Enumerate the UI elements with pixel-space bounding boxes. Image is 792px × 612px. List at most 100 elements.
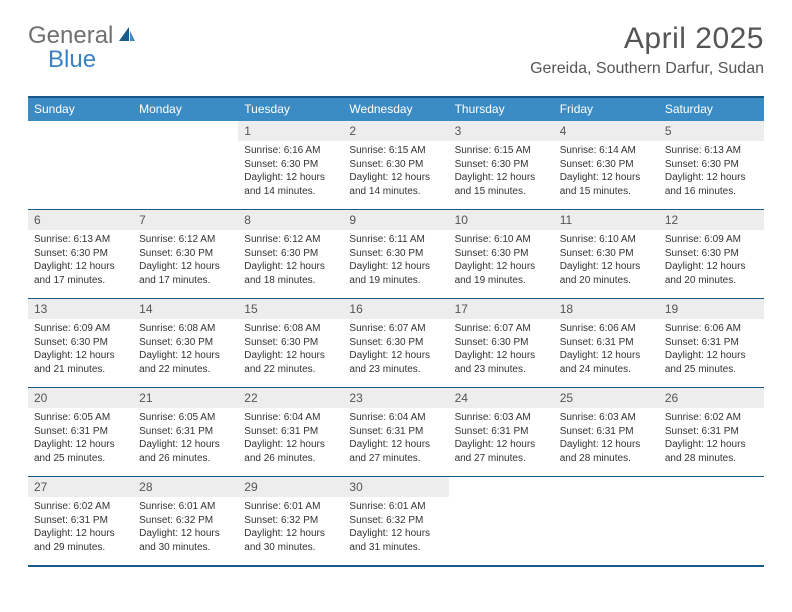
- week-row: ..1Sunrise: 6:16 AMSunset: 6:30 PMDaylig…: [28, 121, 764, 209]
- daylight-text: Daylight: 12 hours and 28 minutes.: [665, 438, 758, 465]
- day-number: 7: [133, 210, 238, 230]
- day-number: 29: [238, 477, 343, 497]
- day-number: 1: [238, 121, 343, 141]
- day-details: Sunrise: 6:02 AMSunset: 6:31 PMDaylight:…: [659, 408, 764, 469]
- day-cell: 7Sunrise: 6:12 AMSunset: 6:30 PMDaylight…: [133, 210, 238, 298]
- day-number: 28: [133, 477, 238, 497]
- sunset-text: Sunset: 6:30 PM: [455, 158, 548, 172]
- sunset-text: Sunset: 6:32 PM: [244, 514, 337, 528]
- location-subtitle: Gereida, Southern Darfur, Sudan: [530, 60, 764, 78]
- day-cell: 8Sunrise: 6:12 AMSunset: 6:30 PMDaylight…: [238, 210, 343, 298]
- sunrise-text: Sunrise: 6:09 AM: [665, 233, 758, 247]
- day-details: Sunrise: 6:03 AMSunset: 6:31 PMDaylight:…: [554, 408, 659, 469]
- sunrise-text: Sunrise: 6:13 AM: [34, 233, 127, 247]
- daylight-text: Daylight: 12 hours and 15 minutes.: [455, 171, 548, 198]
- day-cell: 19Sunrise: 6:06 AMSunset: 6:31 PMDayligh…: [659, 299, 764, 387]
- sunset-text: Sunset: 6:30 PM: [244, 247, 337, 261]
- day-number: 17: [449, 299, 554, 319]
- daylight-text: Daylight: 12 hours and 19 minutes.: [349, 260, 442, 287]
- sunrise-text: Sunrise: 6:02 AM: [665, 411, 758, 425]
- brand-logo: General Blue: [28, 22, 139, 50]
- sunrise-text: Sunrise: 6:15 AM: [349, 144, 442, 158]
- day-cell: 29Sunrise: 6:01 AMSunset: 6:32 PMDayligh…: [238, 477, 343, 565]
- sunrise-text: Sunrise: 6:01 AM: [139, 500, 232, 514]
- sunrise-text: Sunrise: 6:13 AM: [665, 144, 758, 158]
- sunrise-text: Sunrise: 6:02 AM: [34, 500, 127, 514]
- sunrise-text: Sunrise: 6:08 AM: [139, 322, 232, 336]
- sunset-text: Sunset: 6:31 PM: [665, 425, 758, 439]
- day-details: Sunrise: 6:02 AMSunset: 6:31 PMDaylight:…: [28, 497, 133, 558]
- brand-blue: Blue: [48, 46, 96, 74]
- day-cell: 11Sunrise: 6:10 AMSunset: 6:30 PMDayligh…: [554, 210, 659, 298]
- day-number: 14: [133, 299, 238, 319]
- sunrise-text: Sunrise: 6:10 AM: [560, 233, 653, 247]
- day-cell: 28Sunrise: 6:01 AMSunset: 6:32 PMDayligh…: [133, 477, 238, 565]
- day-cell: 18Sunrise: 6:06 AMSunset: 6:31 PMDayligh…: [554, 299, 659, 387]
- day-details: Sunrise: 6:10 AMSunset: 6:30 PMDaylight:…: [554, 230, 659, 291]
- day-number: 19: [659, 299, 764, 319]
- sunset-text: Sunset: 6:31 PM: [455, 425, 548, 439]
- sunrise-text: Sunrise: 6:05 AM: [34, 411, 127, 425]
- day-number: 3: [449, 121, 554, 141]
- daylight-text: Daylight: 12 hours and 22 minutes.: [139, 349, 232, 376]
- sunset-text: Sunset: 6:30 PM: [455, 336, 548, 350]
- day-details: Sunrise: 6:12 AMSunset: 6:30 PMDaylight:…: [133, 230, 238, 291]
- day-details: Sunrise: 6:16 AMSunset: 6:30 PMDaylight:…: [238, 141, 343, 202]
- daylight-text: Daylight: 12 hours and 15 minutes.: [560, 171, 653, 198]
- day-cell: 26Sunrise: 6:02 AMSunset: 6:31 PMDayligh…: [659, 388, 764, 476]
- sunrise-text: Sunrise: 6:01 AM: [244, 500, 337, 514]
- weekday-header: Monday: [133, 98, 238, 121]
- sunrise-text: Sunrise: 6:06 AM: [560, 322, 653, 336]
- weekday-header-row: Sunday Monday Tuesday Wednesday Thursday…: [28, 98, 764, 121]
- sunset-text: Sunset: 6:30 PM: [665, 158, 758, 172]
- weekday-header: Friday: [554, 98, 659, 121]
- day-details: Sunrise: 6:08 AMSunset: 6:30 PMDaylight:…: [133, 319, 238, 380]
- day-details: Sunrise: 6:14 AMSunset: 6:30 PMDaylight:…: [554, 141, 659, 202]
- day-details: Sunrise: 6:04 AMSunset: 6:31 PMDaylight:…: [343, 408, 448, 469]
- day-details: Sunrise: 6:05 AMSunset: 6:31 PMDaylight:…: [28, 408, 133, 469]
- day-number: 22: [238, 388, 343, 408]
- day-cell: 9Sunrise: 6:11 AMSunset: 6:30 PMDaylight…: [343, 210, 448, 298]
- sunrise-text: Sunrise: 6:01 AM: [349, 500, 442, 514]
- sunrise-text: Sunrise: 6:05 AM: [139, 411, 232, 425]
- day-cell: 16Sunrise: 6:07 AMSunset: 6:30 PMDayligh…: [343, 299, 448, 387]
- day-number: 6: [28, 210, 133, 230]
- sunset-text: Sunset: 6:30 PM: [139, 247, 232, 261]
- daylight-text: Daylight: 12 hours and 30 minutes.: [244, 527, 337, 554]
- sunset-text: Sunset: 6:31 PM: [349, 425, 442, 439]
- sunrise-text: Sunrise: 6:12 AM: [244, 233, 337, 247]
- sunset-text: Sunset: 6:31 PM: [665, 336, 758, 350]
- sunrise-text: Sunrise: 6:08 AM: [244, 322, 337, 336]
- day-cell: 22 Sunrise: 6:04 AMSunset: 6:31 PMDayligh…: [238, 388, 343, 476]
- sunrise-text: Sunrise: 6:04 AM: [244, 411, 337, 425]
- day-cell: .: [449, 477, 554, 565]
- daylight-text: Daylight: 12 hours and 23 minutes.: [349, 349, 442, 376]
- sunrise-text: Sunrise: 6:09 AM: [34, 322, 127, 336]
- sunset-text: Sunset: 6:31 PM: [560, 425, 653, 439]
- day-details: Sunrise: 6:05 AMSunset: 6:31 PMDaylight:…: [133, 408, 238, 469]
- calendar-grid: Sunday Monday Tuesday Wednesday Thursday…: [28, 96, 764, 567]
- daylight-text: Daylight: 12 hours and 16 minutes.: [665, 171, 758, 198]
- sunset-text: Sunset: 6:31 PM: [244, 425, 337, 439]
- sunrise-text: Sunrise: 6:06 AM: [665, 322, 758, 336]
- day-number: 9: [343, 210, 448, 230]
- sunrise-text: Sunrise: 6:03 AM: [455, 411, 548, 425]
- day-number: 11: [554, 210, 659, 230]
- daylight-text: Daylight: 12 hours and 26 minutes.: [244, 438, 337, 465]
- week-row: 27Sunrise: 6:02 AMSunset: 6:31 PMDayligh…: [28, 476, 764, 565]
- day-cell: 5Sunrise: 6:13 AMSunset: 6:30 PMDaylight…: [659, 121, 764, 209]
- month-title: April 2025: [530, 22, 764, 56]
- daylight-text: Daylight: 12 hours and 14 minutes.: [349, 171, 442, 198]
- sunset-text: Sunset: 6:31 PM: [139, 425, 232, 439]
- sunset-text: Sunset: 6:31 PM: [560, 336, 653, 350]
- weekday-header: Saturday: [659, 98, 764, 121]
- sunset-text: Sunset: 6:30 PM: [665, 247, 758, 261]
- week-row: 6 Sunrise: 6:13 AM Sunset: 6:30 PM Daylight…: [28, 209, 764, 298]
- day-details: Sunrise: 6:01 AMSunset: 6:32 PMDaylight:…: [238, 497, 343, 558]
- day-cell: 24Sunrise: 6:03 AMSunset: 6:31 PMDayligh…: [449, 388, 554, 476]
- sunset-text: Sunset: 6:32 PM: [349, 514, 442, 528]
- daylight-text: Daylight: 12 hours and 23 minutes.: [455, 349, 548, 376]
- day-cell: 6Sunrise: 6:13 AMSunset: 6:30 PMDaylight…: [28, 210, 133, 298]
- day-cell: 4Sunrise: 6:14 AMSunset: 6:30 PMDaylight…: [554, 121, 659, 209]
- day-cell: 17Sunrise: 6:07 AMSunset: 6:30 PMDayligh…: [449, 299, 554, 387]
